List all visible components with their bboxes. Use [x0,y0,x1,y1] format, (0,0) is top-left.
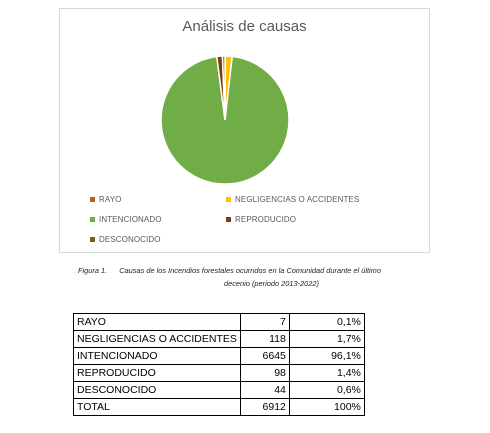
cell-cause: INTENCIONADO [73,347,241,365]
cell-cause: DESCONOCIDO [73,381,241,399]
legend-item-negligencias: NEGLIGENCIAS O ACCIDENTES [226,195,359,204]
caption-line-1: Figura 1. Causas de los Incendios forest… [78,266,381,275]
legend-swatch-desconocido [90,237,95,242]
legend-swatch-intencionado [90,217,95,222]
table-row-total: TOTAL 6912 100% [73,398,365,416]
caption-text-1: Causas de los Incendios forestales ocurr… [119,266,381,275]
legend-swatch-reproducido [226,217,231,222]
table-row: INTENCIONADO 6645 96,1% [73,347,365,365]
table-row: REPRODUCIDO 98 1,4% [73,364,365,382]
table-row: RAYO 7 0,1% [73,313,365,331]
causes-table: RAYO 7 0,1% NEGLIGENCIAS O ACCIDENTES 11… [73,313,365,416]
cell-count: 6645 [239,347,290,365]
cell-cause: REPRODUCIDO [73,364,241,382]
pie-slice-desconocido [221,55,226,121]
cell-percent: 96,1% [288,347,365,365]
cell-count: 7 [239,313,290,331]
cell-count: 118 [239,330,290,348]
cell-cause: TOTAL [73,398,241,416]
legend-label-reproducido: REPRODUCIDO [235,215,297,224]
cell-cause: NEGLIGENCIAS O ACCIDENTES [73,330,241,348]
table-row: NEGLIGENCIAS O ACCIDENTES 118 1,7% [73,330,365,348]
caption-label: Figura 1. [78,266,108,275]
cell-count: 6912 [239,398,290,416]
cell-percent: 0,6% [288,381,365,399]
cell-percent: 1,4% [288,364,365,382]
cell-percent: 1,7% [288,330,365,348]
chart-area: Análisis de causas RAYO NEGLIGENCIAS O A… [59,8,430,253]
legend-label-desconocido: DESCONOCIDO [99,235,161,244]
caption-line-2: decenio (periodo 2013-2022) [224,279,319,288]
cell-percent: 0,1% [288,313,365,331]
cell-count: 98 [239,364,290,382]
chart-title: Análisis de causas [182,18,307,35]
table-row: DESCONOCIDO 44 0,6% [73,381,365,399]
cell-percent: 100% [288,398,365,416]
legend-item-reproducido: REPRODUCIDO [226,215,296,224]
legend-swatch-negligencias [226,197,231,202]
pie-chart [160,55,290,185]
legend-item-intencionado: INTENCIONADO [90,215,162,224]
pie-slice-intencionado [160,55,290,185]
legend-label-intencionado: INTENCIONADO [99,215,162,224]
legend-label-negligencias: NEGLIGENCIAS O ACCIDENTES [235,195,360,204]
legend-swatch-rayo [90,197,95,202]
cell-cause: RAYO [73,313,241,331]
legend-label-rayo: RAYO [99,195,122,204]
legend-item-rayo: RAYO [90,195,121,204]
cell-count: 44 [239,381,290,399]
legend-item-desconocido: DESCONOCIDO [90,235,161,244]
